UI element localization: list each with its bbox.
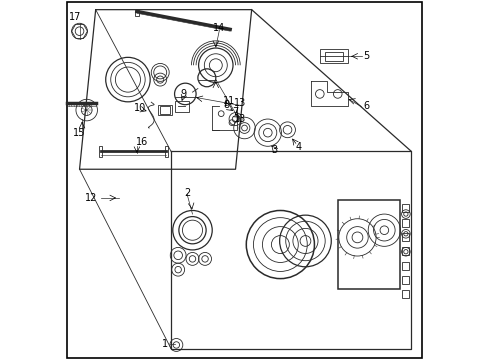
- Text: 13: 13: [234, 98, 246, 108]
- Text: 9: 9: [180, 89, 186, 99]
- Text: 16: 16: [136, 138, 148, 147]
- Bar: [402, 276, 408, 284]
- Bar: [337, 200, 400, 289]
- Text: 17: 17: [69, 12, 81, 22]
- Bar: [174, 101, 188, 112]
- Bar: [402, 247, 408, 255]
- Text: 13: 13: [234, 114, 246, 124]
- Bar: [160, 107, 170, 114]
- Text: 14: 14: [213, 23, 225, 33]
- Text: 1: 1: [162, 339, 167, 349]
- Bar: [402, 204, 408, 212]
- Bar: [402, 291, 408, 298]
- Bar: [99, 146, 102, 157]
- Text: 11: 11: [223, 96, 235, 106]
- Text: 12: 12: [84, 193, 97, 203]
- Bar: [135, 10, 139, 16]
- Bar: [402, 219, 408, 226]
- Bar: [164, 146, 167, 157]
- Text: 15: 15: [73, 129, 85, 138]
- Bar: [402, 233, 408, 241]
- Text: 6: 6: [363, 102, 369, 112]
- Bar: [325, 51, 343, 61]
- Bar: [158, 105, 172, 116]
- Text: 8: 8: [223, 100, 229, 110]
- Text: 2: 2: [183, 188, 190, 198]
- Text: 4: 4: [295, 142, 301, 152]
- Text: 3: 3: [270, 144, 276, 154]
- Text: 10: 10: [134, 103, 146, 113]
- Bar: [319, 49, 348, 63]
- Text: 5: 5: [363, 51, 369, 61]
- Bar: [402, 262, 408, 270]
- Text: 7: 7: [232, 107, 238, 117]
